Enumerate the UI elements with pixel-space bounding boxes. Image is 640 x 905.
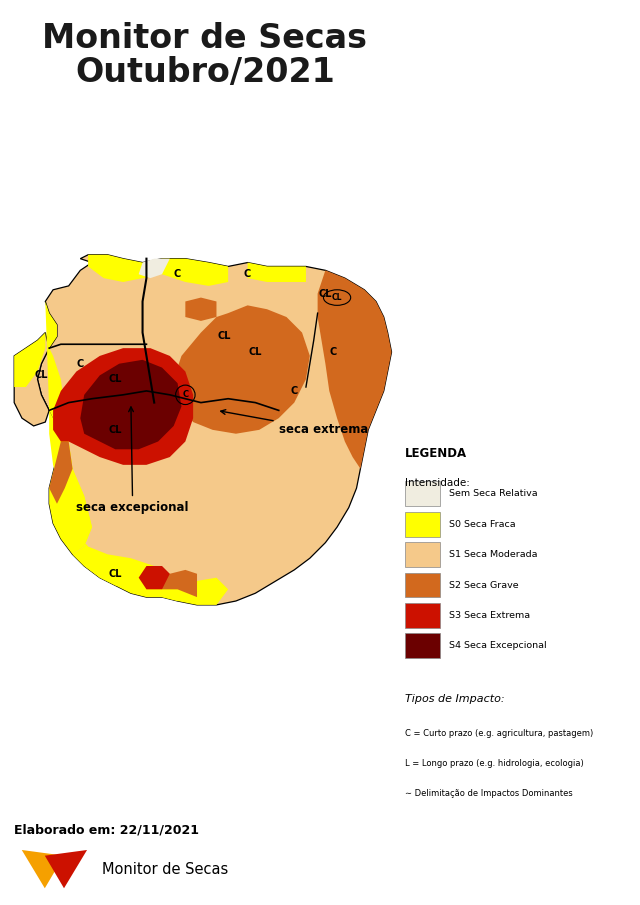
Text: Sem Seca Relativa: Sem Seca Relativa <box>449 490 538 499</box>
Text: C = Curto prazo (e.g. agricultura, pastagem): C = Curto prazo (e.g. agricultura, pasta… <box>404 729 593 738</box>
Text: S3 Seca Extrema: S3 Seca Extrema <box>449 611 530 620</box>
Polygon shape <box>248 262 306 282</box>
Text: Tipos de Impacto:: Tipos de Impacto: <box>404 694 504 704</box>
Polygon shape <box>139 566 170 589</box>
Text: Intensidade:: Intensidade: <box>404 478 470 488</box>
Text: Monitor de Secas: Monitor de Secas <box>42 23 367 55</box>
Text: CL: CL <box>35 370 48 380</box>
Text: C: C <box>330 347 337 357</box>
Text: Monitor de Secas: Monitor de Secas <box>102 862 228 877</box>
Text: C: C <box>77 358 84 368</box>
Polygon shape <box>38 255 392 605</box>
Text: S2 Seca Grave: S2 Seca Grave <box>449 580 518 589</box>
Text: CL: CL <box>109 424 122 434</box>
Polygon shape <box>80 360 182 449</box>
Polygon shape <box>49 410 177 601</box>
Text: CL: CL <box>319 289 332 299</box>
FancyBboxPatch shape <box>404 573 440 597</box>
Text: C: C <box>174 269 181 280</box>
Polygon shape <box>14 332 45 387</box>
Polygon shape <box>158 570 197 597</box>
Polygon shape <box>88 255 228 286</box>
FancyBboxPatch shape <box>404 634 440 658</box>
Text: C: C <box>291 386 298 395</box>
Polygon shape <box>53 348 193 465</box>
Polygon shape <box>173 305 310 433</box>
Text: C: C <box>244 269 252 280</box>
Text: L = Longo prazo (e.g. hidrologia, ecologia): L = Longo prazo (e.g. hidrologia, ecolog… <box>404 759 584 768</box>
Text: CL: CL <box>248 347 262 357</box>
Polygon shape <box>45 301 92 555</box>
Polygon shape <box>162 577 228 605</box>
Polygon shape <box>186 298 216 321</box>
Text: Elaborado em: 22/11/2021: Elaborado em: 22/11/2021 <box>14 824 199 836</box>
Polygon shape <box>45 850 87 889</box>
Text: CL: CL <box>332 293 342 302</box>
Text: CL: CL <box>109 375 122 385</box>
Text: S1 Seca Moderada: S1 Seca Moderada <box>449 550 538 559</box>
Text: Outubro/2021: Outubro/2021 <box>75 56 335 89</box>
Text: CL: CL <box>109 568 122 579</box>
Text: CL: CL <box>218 331 231 341</box>
Text: seca excepcional: seca excepcional <box>76 407 189 514</box>
Text: ∼ Delimitação de Impactos Dominantes: ∼ Delimitação de Impactos Dominantes <box>404 789 572 798</box>
Text: S4 Seca Excepcional: S4 Seca Excepcional <box>449 642 547 651</box>
Polygon shape <box>72 555 131 586</box>
Text: seca extrema: seca extrema <box>221 410 368 436</box>
FancyBboxPatch shape <box>404 603 440 628</box>
FancyBboxPatch shape <box>404 481 440 506</box>
FancyBboxPatch shape <box>404 512 440 537</box>
Polygon shape <box>22 850 64 889</box>
Polygon shape <box>317 271 392 469</box>
Text: C: C <box>182 390 188 399</box>
Text: S0 Seca Fraca: S0 Seca Fraca <box>449 519 516 529</box>
Polygon shape <box>14 332 49 426</box>
Text: LEGENDA: LEGENDA <box>404 447 467 461</box>
FancyBboxPatch shape <box>404 542 440 567</box>
Polygon shape <box>139 259 170 278</box>
Polygon shape <box>49 442 72 504</box>
